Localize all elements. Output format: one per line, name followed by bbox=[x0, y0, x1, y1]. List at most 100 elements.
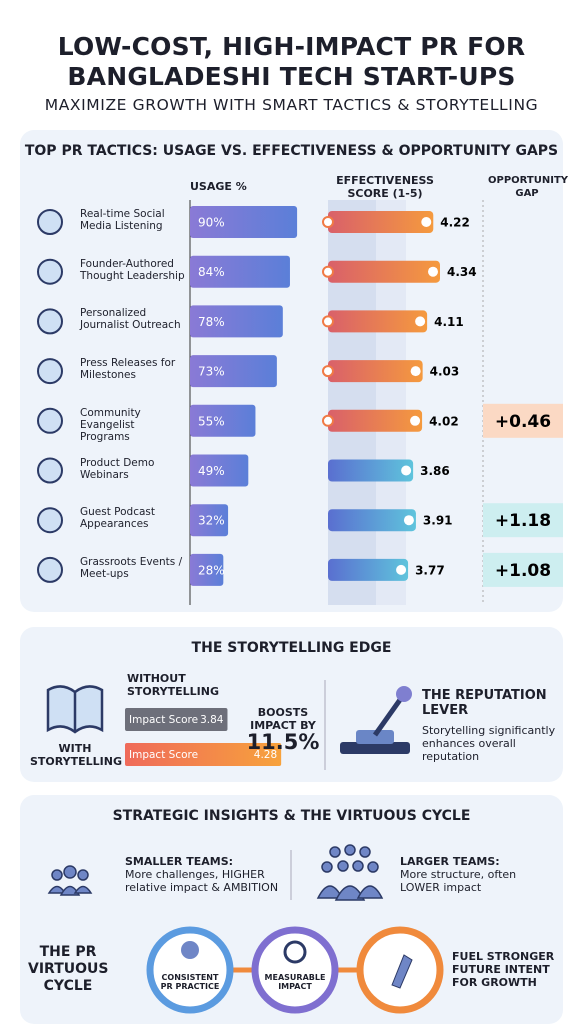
effectiveness-label: 4.03 bbox=[430, 365, 460, 379]
lever-text: Storytelling significantly enhances over… bbox=[422, 724, 556, 763]
team-title: LARGER TEAMS: bbox=[400, 855, 500, 868]
tactic-label: Product Demo Webinars bbox=[80, 456, 155, 481]
bar-dot bbox=[401, 465, 412, 476]
bar-dot bbox=[396, 564, 407, 575]
team-text: More structure, often LOWER impact bbox=[400, 868, 517, 894]
lever-title: THE REPUTATION LEVER bbox=[422, 688, 547, 718]
column-header: OPPORTUNITY GAP bbox=[488, 175, 569, 199]
boost-value: 11.5% bbox=[246, 730, 320, 754]
tactic-label: Personalized Journalist Outreach bbox=[80, 307, 181, 332]
effectiveness-bar bbox=[328, 310, 428, 333]
usage-label: 90% bbox=[198, 216, 225, 230]
cycle-title: THE PR VIRTUOUS CYCLE bbox=[28, 944, 109, 994]
tactic-icon bbox=[37, 407, 63, 434]
bar-dot bbox=[322, 216, 334, 228]
impact-bar bbox=[125, 708, 228, 731]
effectiveness-bar bbox=[328, 360, 423, 383]
tactic-icon bbox=[37, 556, 63, 583]
gear-icon bbox=[181, 941, 199, 959]
gap-box bbox=[483, 503, 563, 538]
usage-label: 49% bbox=[198, 464, 225, 478]
section-title: TOP PR TACTICS: USAGE VS. EFFECTIVENESS … bbox=[24, 143, 559, 159]
target-icon bbox=[283, 940, 307, 964]
subtitle: MAXIMIZE GROWTH WITH SMART TACTICS & STO… bbox=[44, 96, 539, 114]
tactic-label: Real-time Social Media Listening bbox=[80, 208, 165, 232]
effectiveness-label: 4.22 bbox=[440, 216, 470, 230]
tactic-label: Founder-Authored Thought Leadership bbox=[80, 257, 185, 282]
effectiveness-label: 4.34 bbox=[447, 265, 477, 279]
without-label: WITHOUT STORYTELLING bbox=[127, 672, 219, 698]
column-header: EFFECTIVENESS SCORE (1-5) bbox=[336, 174, 434, 200]
usage-label: 84% bbox=[198, 265, 225, 279]
section-title: STRATEGIC INSIGHTS & THE VIRTUOUS CYCLE bbox=[112, 808, 471, 824]
boost-label: BOOSTS IMPACT BY bbox=[250, 706, 316, 732]
cycle-node-label: FUEL STRONGER FUTURE INTENT FOR GROWTH bbox=[452, 950, 555, 989]
effectiveness-label: 4.02 bbox=[429, 414, 459, 428]
tactic-icon bbox=[37, 457, 63, 484]
gap-label: +1.18 bbox=[495, 511, 551, 531]
cycle-node bbox=[146, 926, 234, 1014]
usage-bar bbox=[190, 305, 283, 338]
title-line: LOW-COST, HIGH-IMPACT PR FOR bbox=[57, 32, 526, 61]
effectiveness-bar bbox=[328, 211, 434, 233]
cycle-node-label: MEASURABLE IMPACT bbox=[264, 973, 326, 991]
tactic-icon bbox=[37, 358, 63, 385]
bar-dot bbox=[410, 366, 421, 377]
impact-value: 4.28 bbox=[254, 749, 277, 761]
usage-bar bbox=[190, 404, 256, 437]
usage-bar bbox=[190, 553, 224, 586]
usage-label: 32% bbox=[198, 514, 225, 528]
cycle-node bbox=[251, 926, 339, 1014]
tactic-icon bbox=[37, 507, 63, 534]
tactic-icon bbox=[37, 209, 63, 235]
bar-dot bbox=[421, 217, 432, 227]
gap-label: +0.46 bbox=[495, 412, 551, 432]
bar-dot bbox=[410, 415, 421, 426]
title-line: BANGLADESHI TECH START-UPS bbox=[67, 62, 516, 91]
effectiveness-label: 3.86 bbox=[420, 464, 450, 478]
effectiveness-label: 3.91 bbox=[423, 514, 453, 528]
impact-value: 3.84 bbox=[200, 714, 224, 726]
lever-icon bbox=[340, 686, 412, 754]
effectiveness-bar bbox=[328, 459, 414, 482]
usage-bar bbox=[190, 355, 277, 388]
section-title: THE STORYTELLING EDGE bbox=[191, 640, 392, 656]
book-icon bbox=[46, 685, 104, 734]
bar-dot bbox=[403, 515, 414, 526]
gap-label: +1.08 bbox=[495, 561, 551, 581]
with-label: WITH STORYTELLING bbox=[30, 742, 122, 768]
column-header: USAGE % bbox=[190, 180, 247, 193]
bar-dot bbox=[322, 315, 334, 328]
effectiveness-bar bbox=[328, 409, 423, 432]
tactic-icon bbox=[37, 308, 63, 335]
usage-bar bbox=[190, 454, 249, 487]
team-title: SMALLER TEAMS: bbox=[125, 855, 234, 868]
usage-label: 28% bbox=[198, 563, 225, 577]
tactic-label: Press Releases for Milestones bbox=[80, 357, 176, 382]
usage-bar bbox=[190, 206, 298, 238]
usage-label: 78% bbox=[198, 315, 225, 329]
gap-box bbox=[483, 403, 563, 438]
effectiveness-label: 3.77 bbox=[415, 563, 445, 577]
usage-bar bbox=[190, 504, 229, 537]
bar-dot bbox=[322, 265, 334, 278]
cycle-node-label: CONSISTENT PR PRACTICE bbox=[160, 973, 220, 991]
team-icon bbox=[316, 844, 384, 901]
bar-dot bbox=[428, 266, 438, 277]
usage-label: 73% bbox=[198, 365, 225, 379]
rocket-icon bbox=[391, 954, 413, 989]
bar-dot bbox=[415, 316, 426, 327]
effectiveness-bar bbox=[328, 260, 440, 283]
impact-label: Impact Score bbox=[129, 749, 198, 761]
impact-bar bbox=[125, 743, 282, 766]
storytelling-panel bbox=[20, 627, 563, 782]
tactic-label: Grassroots Events / Meet-ups bbox=[80, 555, 183, 580]
usage-label: 55% bbox=[198, 414, 225, 428]
tactic-label: Guest Podcast Appearances bbox=[80, 506, 156, 531]
effectiveness-label: 4.11 bbox=[434, 315, 464, 329]
tactic-icon bbox=[37, 258, 63, 285]
team-text: More challenges, HIGHER relative impact … bbox=[125, 868, 279, 894]
impact-label: Impact Score bbox=[129, 714, 198, 726]
